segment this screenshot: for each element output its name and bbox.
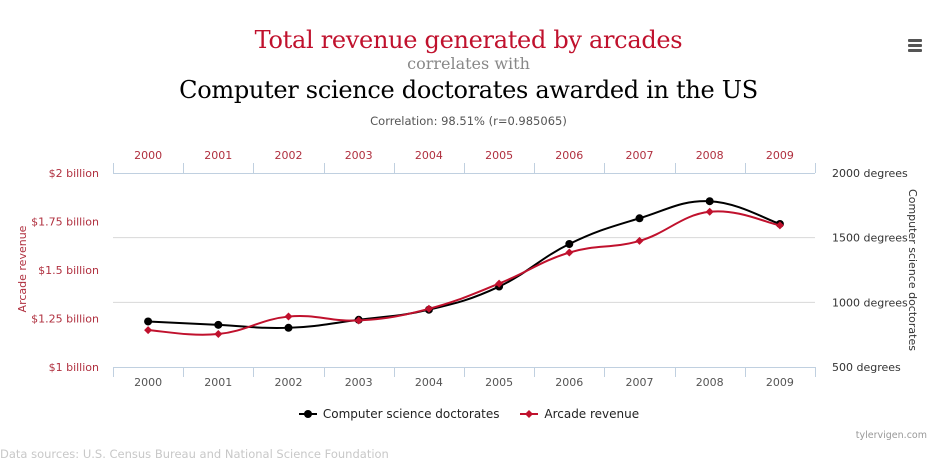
series-layer xyxy=(144,197,784,339)
bottom-axis-label: 2004 xyxy=(415,376,443,389)
legend-label: Arcade revenue xyxy=(544,407,640,421)
legend-item-doctorates[interactable]: Computer science doctorates xyxy=(298,407,500,421)
bottom-axis-labels: 2000 2001 2002 2003 2004 2005 2006 2007 2008 2009 xyxy=(134,376,794,389)
bottom-axis-label: 2005 xyxy=(485,376,513,389)
menu-bar xyxy=(908,39,922,42)
legend-item-arcade[interactable]: Arcade revenue xyxy=(519,407,639,421)
left-axis-label: $2 billion xyxy=(49,167,99,180)
top-axis-label: 2002 xyxy=(275,149,303,162)
correlation-text: Correlation: 98.51% (r=0.985065) xyxy=(370,114,567,128)
bottom-axis-label: 2001 xyxy=(204,376,232,389)
right-axis-title: Computer science doctorates xyxy=(906,189,919,351)
left-axis-label: $1 billion xyxy=(49,361,99,374)
bottom-axis-label: 2008 xyxy=(696,376,724,389)
series-line xyxy=(148,200,781,330)
bottom-axis-label: 2007 xyxy=(626,376,654,389)
right-axis-label: 2000 degrees xyxy=(832,167,908,180)
data-point xyxy=(565,248,574,257)
chart-title: Total revenue generated by arcades xyxy=(254,26,683,54)
top-axis-label: 2008 xyxy=(696,149,724,162)
chart-subtitle: Computer science doctorates awarded in t… xyxy=(179,76,758,104)
bottom-axis-label: 2006 xyxy=(555,376,583,389)
top-axis-label: 2001 xyxy=(204,149,232,162)
left-axis-labels: $1 billion $1.25 billion $1.5 billion $1.75… xyxy=(31,167,99,374)
data-point xyxy=(565,240,574,249)
top-axis-label: 2000 xyxy=(134,149,162,162)
data-point xyxy=(284,323,293,332)
series-arcade xyxy=(144,207,784,339)
right-axis-labels: 500 degrees 1000 degrees 1500 degrees 2000 … xyxy=(832,167,908,374)
left-axis-label: $1.25 billion xyxy=(31,313,99,326)
top-axis-label: 2003 xyxy=(345,149,373,162)
bottom-axis-label: 2003 xyxy=(345,376,373,389)
legend: Computer science doctorates Arcade reven… xyxy=(0,407,937,422)
data-point xyxy=(705,197,714,206)
axes xyxy=(113,163,816,377)
right-axis-label: 500 degrees xyxy=(832,361,901,374)
menu-bar xyxy=(908,49,922,52)
circle-marker-icon xyxy=(298,410,317,418)
top-axis-label: 2004 xyxy=(415,149,443,162)
top-axis-label: 2007 xyxy=(626,149,654,162)
data-sources-text: Data sources: U.S. Census Bureau and Nat… xyxy=(0,447,389,461)
data-point xyxy=(284,312,293,321)
top-axis-label: 2005 xyxy=(485,149,513,162)
data-point xyxy=(144,326,153,335)
left-axis-label: $1.75 billion xyxy=(31,216,99,229)
hamburger-menu-icon[interactable] xyxy=(905,37,925,55)
data-point xyxy=(144,317,153,326)
correlates-with-label: correlates with xyxy=(407,54,530,73)
data-point xyxy=(705,207,714,216)
data-point xyxy=(495,279,504,288)
data-point xyxy=(635,236,644,245)
diamond-marker-icon xyxy=(520,410,539,418)
menu-bar xyxy=(908,44,922,47)
legend-label: Computer science doctorates xyxy=(322,407,500,421)
bottom-axis-label: 2002 xyxy=(275,376,303,389)
data-point xyxy=(214,320,223,329)
data-point xyxy=(424,304,433,313)
data-point xyxy=(775,221,784,230)
chart-canvas: 2000 2001 2002 2003 2004 2005 2006 2007 2008 2009… xyxy=(16,149,919,389)
left-axis-title: Arcade revenue xyxy=(16,225,29,312)
top-axis-labels: 2000 2001 2002 2003 2004 2005 2006 2007 2008 2009 xyxy=(134,149,794,162)
top-axis-label: 2009 xyxy=(766,149,794,162)
data-point xyxy=(214,330,223,339)
left-axis-label: $1.5 billion xyxy=(38,264,99,277)
source-credit-link[interactable]: tylervigen.com xyxy=(855,430,927,441)
right-axis-label: 1000 degrees xyxy=(832,296,908,309)
bottom-axis-label: 2000 xyxy=(134,376,162,389)
gridlines xyxy=(113,237,815,303)
data-point xyxy=(354,316,363,325)
bottom-axis-label: 2009 xyxy=(766,376,794,389)
right-axis-label: 1500 degrees xyxy=(832,232,908,245)
series-line xyxy=(148,210,781,336)
data-point xyxy=(635,214,644,223)
top-axis-label: 2006 xyxy=(555,149,583,162)
